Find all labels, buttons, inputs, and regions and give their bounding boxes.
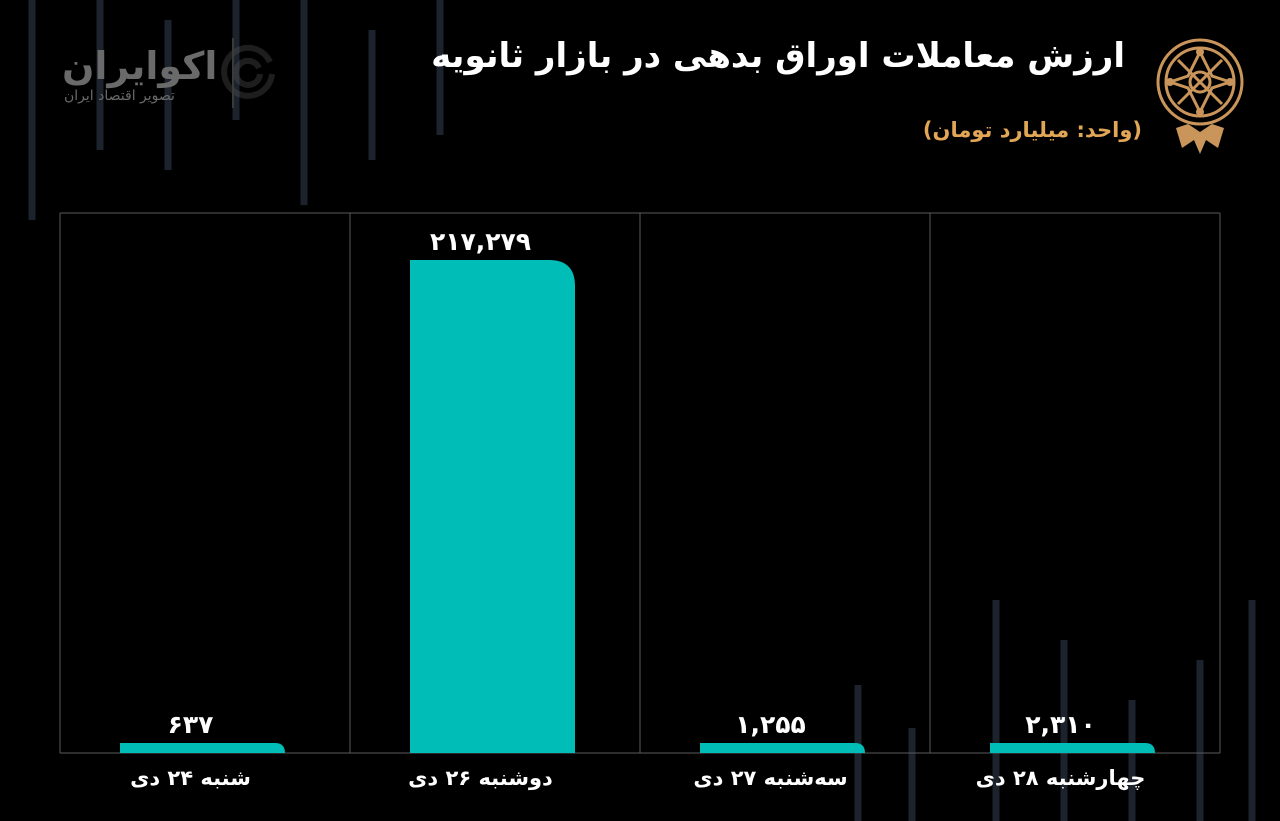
stock-exchange-seal-icon	[1156, 38, 1244, 154]
bar-3	[700, 743, 865, 753]
chart-title: ارزش معاملات اوراق بدهی در بازار ثانویه	[431, 36, 1125, 76]
x-tick-label: سه‌شنبه ۲۷ دی	[693, 766, 847, 790]
brand-swirl-icon	[221, 44, 275, 99]
bar-value-label: ۶۳۷	[168, 710, 214, 739]
brand-name: اکوایران	[62, 44, 218, 88]
brand-divider	[232, 38, 234, 108]
x-tick-label: چهارشنبه ۲۸ دی	[976, 766, 1146, 790]
bar-value-label: ۱,۲۵۵	[735, 710, 806, 739]
brand-tagline: تصویر اقتصاد ایران	[64, 88, 175, 104]
bar-4	[990, 743, 1155, 753]
x-tick-label: شنبه ۲۴ دی	[130, 766, 251, 790]
bar-value-label: ۲,۳۱۰	[1025, 710, 1096, 739]
bar-2	[410, 260, 575, 753]
bar-1	[120, 743, 285, 753]
x-tick-label: دوشنبه ۲۶ دی	[408, 766, 553, 790]
bar-value-label: ۲۱۷,۲۷۹	[430, 227, 531, 256]
chart-unit-label: (واحد: میلیارد تومان)	[922, 118, 1142, 142]
